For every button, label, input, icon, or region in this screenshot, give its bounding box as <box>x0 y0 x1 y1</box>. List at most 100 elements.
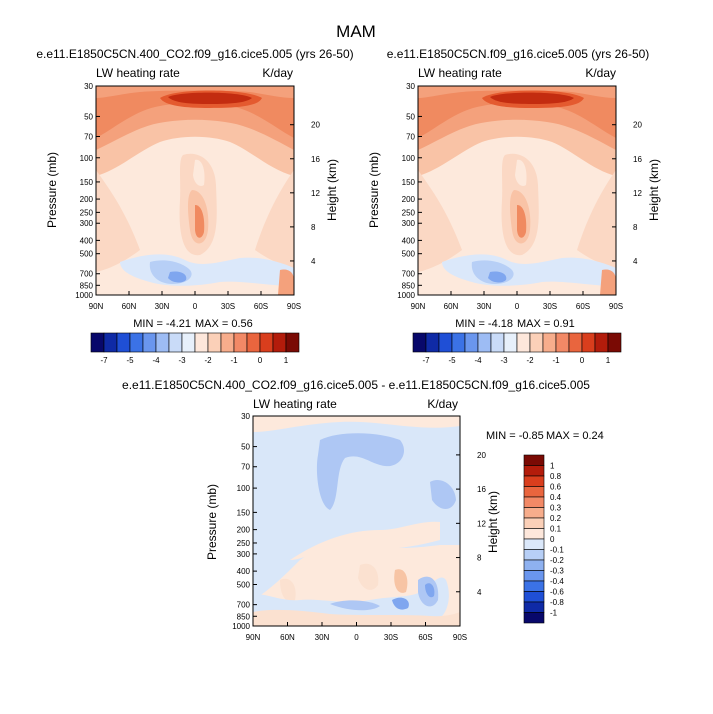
pressure-tick-label: 400 <box>80 236 94 245</box>
colorbar-swatch <box>116 332 131 353</box>
colorbar-swatch <box>259 332 274 353</box>
colorbar-swatch <box>523 454 545 466</box>
pressure-tick-label: 30 <box>241 412 250 421</box>
colorbar-swatch <box>246 332 261 353</box>
pressure-tick-label: 300 <box>80 219 94 228</box>
panel-title: e.e11.E1850C5CN.400_CO2.f09_g16.cice5.00… <box>36 47 353 61</box>
height-tick-label: 4 <box>477 588 482 597</box>
pressure-tick-label: 30 <box>84 82 93 91</box>
pressure-tick-label: 700 <box>80 270 94 279</box>
colorbar-label: -1 <box>550 609 558 618</box>
colorbar-swatch <box>523 549 545 561</box>
latitude-tick-label: 0 <box>515 302 520 311</box>
min-value: MIN = -4.21 <box>133 318 191 330</box>
colorbar-label: -5 <box>448 356 456 365</box>
colorbar: -7 -5 -4 -3 -2 -1 0 1 <box>90 332 300 365</box>
max-value: MAX = 0.91 <box>517 318 575 330</box>
pressure-tick-label: 850 <box>80 281 94 290</box>
colorbar-swatch <box>523 517 545 529</box>
height-axis: 20 16 12 8 4 <box>290 121 320 266</box>
latitude-tick-label: 30S <box>384 633 398 642</box>
colorbar-label: -2 <box>204 356 212 365</box>
height-tick-label: 4 <box>633 257 638 266</box>
pressure-tick-label: 850 <box>237 612 251 621</box>
pressure-tick-label: 1000 <box>75 291 93 300</box>
colorbar-label: -1 <box>230 356 238 365</box>
colorbar-label: 0.6 <box>550 483 562 492</box>
colorbar-swatch <box>523 465 545 477</box>
max-value: MAX = 0.56 <box>195 318 253 330</box>
y-axis-right-title: Height (km) <box>325 159 339 221</box>
colorbar-label: -1 <box>552 356 560 365</box>
colorbar-swatch <box>142 332 157 353</box>
colorbar-swatch <box>168 332 183 353</box>
height-tick-label: 4 <box>311 257 316 266</box>
latitude-tick-label: 0 <box>354 633 359 642</box>
colorbar: -7 -5 -4 -3 -2 -1 0 1 <box>412 332 622 365</box>
units-label: K/day <box>427 397 458 411</box>
height-axis: 20 16 12 8 4 <box>612 121 642 266</box>
pressure-tick-label: 200 <box>402 195 416 204</box>
pressure-tick-label: 300 <box>237 550 251 559</box>
colorbar-swatch <box>272 332 287 353</box>
pressure-tick-label: 150 <box>402 178 416 187</box>
colorbar-swatch <box>490 332 505 353</box>
panel-title: e.e11.E1850C5CN.f09_g16.cice5.005 (yrs 2… <box>387 47 650 61</box>
colorbar-label: -0.8 <box>550 598 564 607</box>
pressure-tick-label: 50 <box>84 112 93 121</box>
latitude-tick-label: 60N <box>122 302 137 311</box>
max-value: MAX = 0.24 <box>546 430 604 442</box>
y-axis-right-title: Height (km) <box>647 159 661 221</box>
colorbar-label: -5 <box>126 356 134 365</box>
y-axis-title: Pressure (mb) <box>45 152 59 228</box>
contour-field <box>418 86 616 295</box>
colorbar-swatch <box>503 332 518 353</box>
figure-title: MAM <box>336 22 376 41</box>
latitude-tick-label: 60S <box>418 633 432 642</box>
colorbar-label: 1 <box>550 462 555 471</box>
height-tick-label: 16 <box>477 485 486 494</box>
min-value: MIN = -0.85 <box>486 430 544 442</box>
variable-label: LW heating rate <box>253 397 337 411</box>
height-tick-label: 20 <box>477 451 486 460</box>
height-tick-label: 12 <box>477 519 486 528</box>
latitude-tick-label: 60N <box>280 633 295 642</box>
colorbar-label: 0 <box>550 535 555 544</box>
latitude-tick-label: 30N <box>315 633 330 642</box>
latitude-tick-label: 90S <box>453 633 467 642</box>
colorbar-swatch <box>523 496 545 508</box>
contour-field <box>253 416 460 626</box>
colorbar-label: -4 <box>474 356 482 365</box>
height-tick-label: 8 <box>633 223 638 232</box>
pressure-tick-label: 400 <box>402 236 416 245</box>
y-axis-title: Pressure (mb) <box>367 152 381 228</box>
colorbar-swatch <box>607 332 622 353</box>
colorbar-label: 0.1 <box>550 525 562 534</box>
pressure-tick-label: 100 <box>237 484 251 493</box>
pressure-tick-label: 500 <box>402 250 416 259</box>
panel-co2-400: e.e11.E1850C5CN.400_CO2.f09_g16.cice5.00… <box>36 47 353 365</box>
colorbar-label: 0.8 <box>550 472 562 481</box>
variable-label: LW heating rate <box>418 66 502 80</box>
pressure-tick-label: 500 <box>237 580 251 589</box>
units-label: K/day <box>585 66 616 80</box>
colorbar-label: 1 <box>606 356 611 365</box>
pressure-tick-label: 1000 <box>232 622 250 631</box>
colorbar-label: -7 <box>100 356 108 365</box>
pressure-tick-label: 250 <box>80 208 94 217</box>
colorbar-swatch <box>155 332 170 353</box>
colorbar-swatch <box>523 507 545 519</box>
colorbar-swatch <box>542 332 557 353</box>
height-tick-label: 16 <box>311 155 320 164</box>
colorbar-label: -3 <box>178 356 186 365</box>
colorbar-swatch <box>581 332 596 353</box>
colorbar-swatch <box>90 332 105 353</box>
colorbar-label: -0.6 <box>550 588 564 597</box>
latitude-tick-label: 90S <box>287 302 301 311</box>
height-tick-label: 12 <box>633 189 642 198</box>
latitude-axis: 90N 60N 30N 0 30S 60S 90S <box>89 291 301 311</box>
colorbar-label: -7 <box>422 356 430 365</box>
colorbar-swatch <box>438 332 453 353</box>
